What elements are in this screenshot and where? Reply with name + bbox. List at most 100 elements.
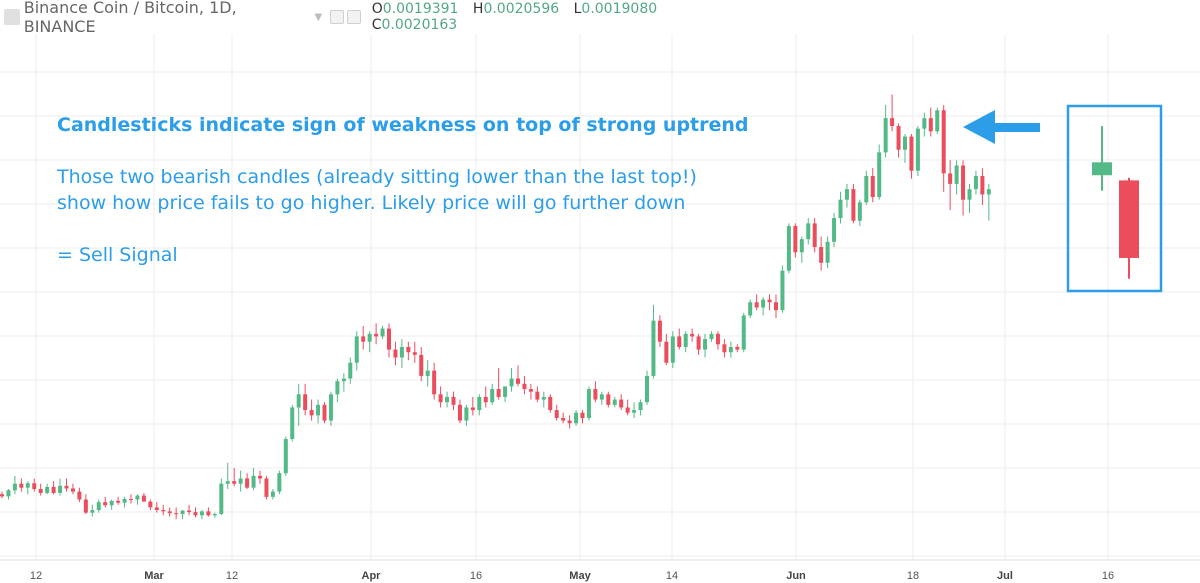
- candle: [258, 470, 262, 484]
- candle: [703, 333, 708, 358]
- candle: [470, 396, 475, 416]
- candle: [219, 478, 224, 516]
- close-value: 0.0020163: [381, 17, 458, 33]
- candle: [367, 331, 372, 353]
- candle: [973, 170, 978, 195]
- symbol-icon: [4, 9, 20, 25]
- gear-icon[interactable]: [346, 10, 361, 24]
- annotation-line-2: show how price fails to go higher. Likel…: [57, 192, 686, 214]
- candle: [890, 94, 895, 132]
- candle: [6, 488, 11, 500]
- candle: [380, 325, 385, 340]
- candle: [903, 133, 907, 163]
- candles: [0, 94, 991, 520]
- candle: [767, 294, 772, 311]
- candle: [212, 512, 217, 518]
- candle: [754, 294, 759, 311]
- candle: [651, 304, 656, 379]
- candle: [206, 507, 211, 517]
- candle: [851, 183, 856, 224]
- candle: [438, 386, 443, 408]
- candle: [245, 473, 250, 489]
- low-value: 0.0019080: [581, 1, 658, 17]
- symbol-title[interactable]: Binance Coin / Bitcoin, 1D, BINANCE: [23, 0, 237, 36]
- candle: [45, 483, 50, 495]
- candle: [174, 507, 179, 520]
- low-label: L: [573, 1, 582, 17]
- candle: [877, 144, 882, 200]
- candle: [728, 341, 733, 358]
- candle: [129, 494, 133, 504]
- candle: [361, 325, 366, 350]
- candle: [341, 373, 346, 392]
- candle: [406, 341, 411, 361]
- candle: [348, 357, 353, 384]
- candle: [290, 404, 295, 442]
- candle: [986, 183, 991, 221]
- candle: [303, 383, 308, 416]
- candle: [238, 470, 243, 492]
- x-tick-label: Jun: [786, 570, 806, 582]
- candle: [606, 391, 611, 408]
- candle: [774, 294, 778, 319]
- candle: [645, 370, 649, 405]
- candle: [554, 404, 559, 421]
- candle: [180, 510, 185, 520]
- zoomed-candles: [1092, 126, 1139, 279]
- candle: [90, 504, 95, 517]
- candle: [735, 344, 740, 353]
- candle: [619, 394, 624, 411]
- candle: [77, 487, 82, 503]
- candle: [586, 386, 591, 421]
- candle: [748, 299, 753, 319]
- candle: [832, 212, 837, 248]
- candle: [857, 199, 862, 226]
- candle: [896, 123, 901, 158]
- candle: [232, 467, 237, 487]
- candle: [657, 315, 662, 347]
- candle: [270, 488, 275, 500]
- candle: [528, 383, 533, 400]
- candle: [864, 170, 869, 205]
- zoom-box: [1066, 104, 1163, 293]
- candle: [567, 415, 572, 429]
- x-tick-label: 16: [1102, 570, 1114, 582]
- candle: [96, 499, 101, 513]
- settings-icon[interactable]: [330, 10, 344, 24]
- zoomed-candle: [1119, 177, 1139, 279]
- candle: [225, 462, 230, 489]
- candle: [490, 383, 495, 405]
- candle: [548, 394, 553, 413]
- open-value: 0.0019391: [382, 1, 459, 17]
- candle: [135, 494, 140, 505]
- candle: [335, 378, 340, 403]
- candle: [632, 402, 637, 418]
- x-tick-label: 18: [907, 570, 919, 582]
- candle: [445, 391, 450, 408]
- high-label: H: [472, 1, 484, 17]
- candle: [309, 399, 314, 421]
- candle: [522, 375, 527, 395]
- candle: [922, 112, 927, 137]
- candle: [187, 504, 192, 516]
- candle: [574, 410, 579, 426]
- annotation-arrow: [963, 110, 1040, 144]
- candle: [561, 412, 566, 424]
- x-tick-label: 12: [30, 570, 42, 582]
- candle: [696, 333, 701, 355]
- candle: [116, 496, 121, 505]
- candle: [599, 391, 604, 405]
- candle: [722, 339, 727, 358]
- candle: [425, 360, 430, 387]
- candle: [64, 478, 69, 492]
- annotation-signal: = Sell Signal: [57, 244, 178, 266]
- candle: [387, 323, 391, 358]
- candle: [761, 297, 766, 316]
- candle: [457, 399, 462, 424]
- chart-header: Binance Coin / Bitcoin, 1D, BINANCE ▼ O0…: [0, 0, 760, 36]
- candle: [19, 478, 24, 492]
- candle: [464, 404, 469, 426]
- chevron-down-icon[interactable]: ▼: [314, 11, 323, 23]
- candle: [638, 399, 643, 416]
